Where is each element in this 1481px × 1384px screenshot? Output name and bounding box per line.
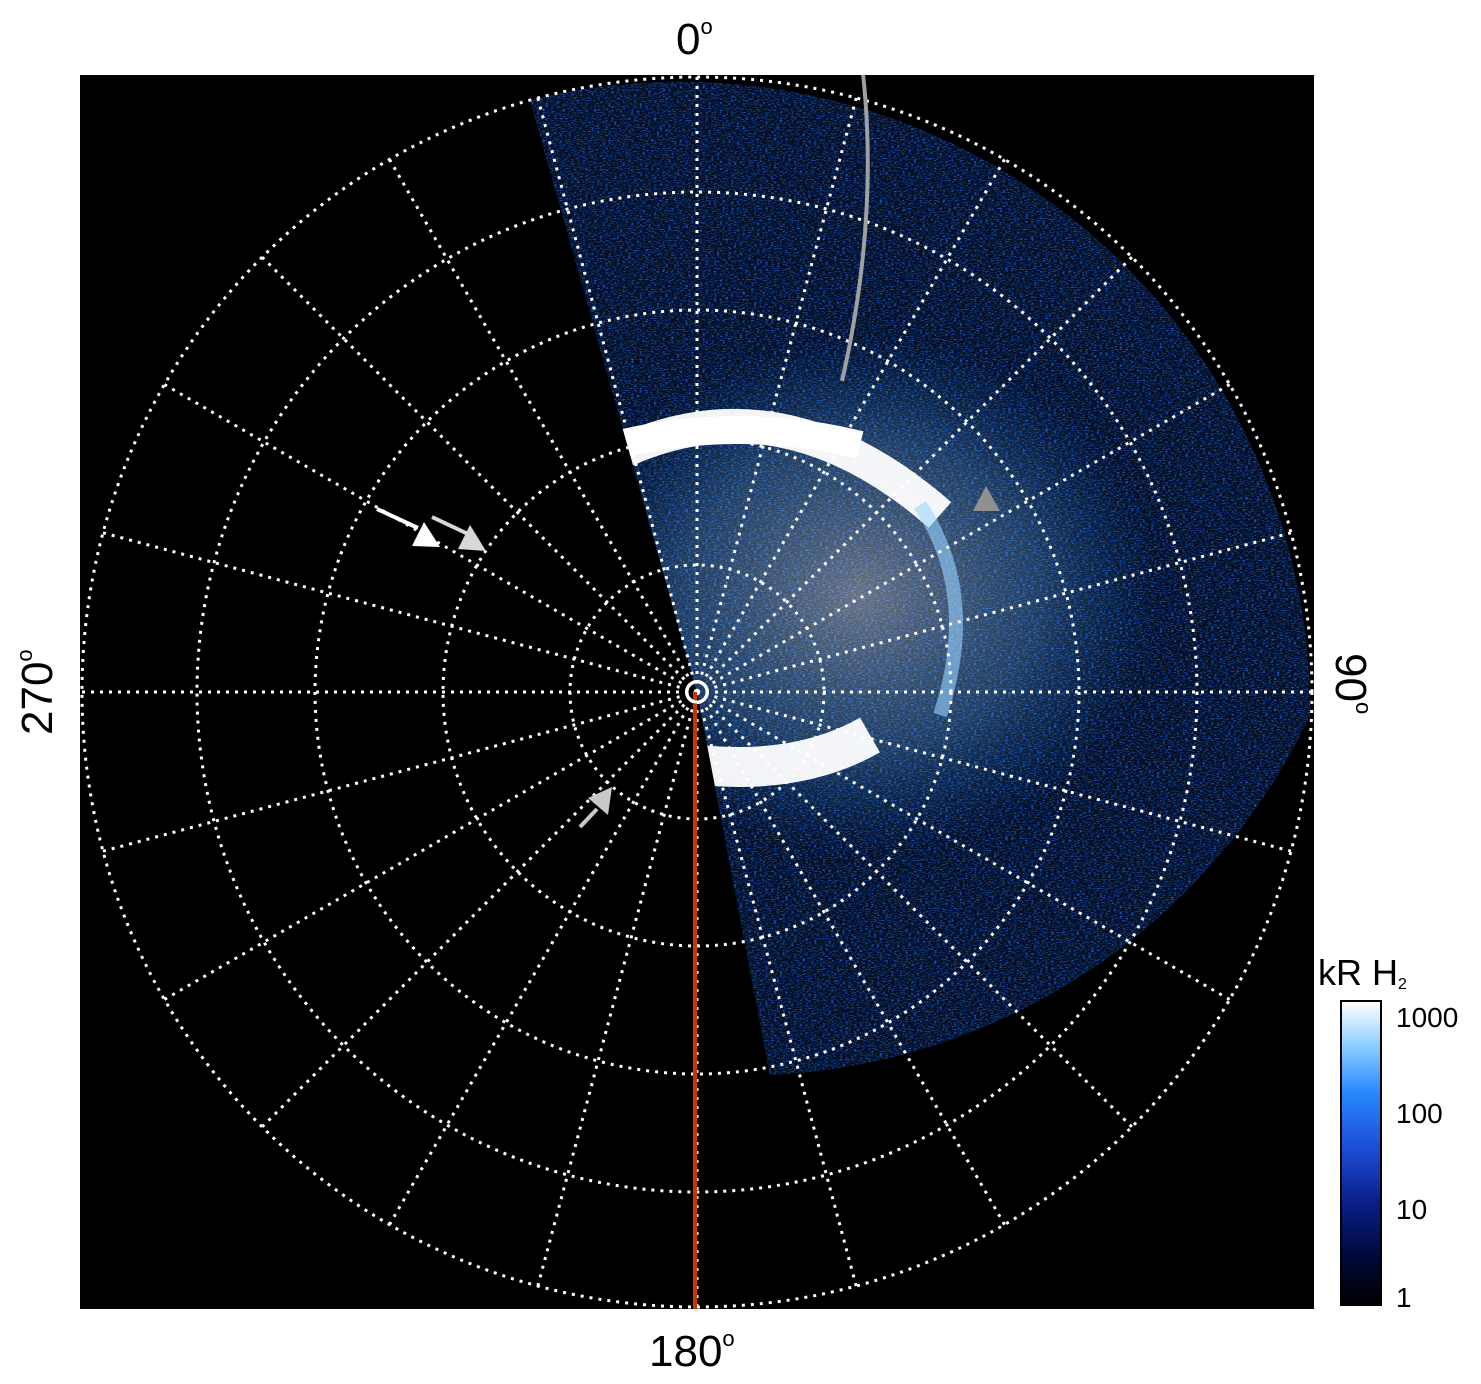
meridian-150 (695, 691, 1006, 1226)
meridian-lines (82, 77, 1312, 1307)
meridian-135 (695, 690, 1133, 1128)
longitude-label-270: 270o (12, 649, 62, 735)
longitude-label-90: 90o (1326, 653, 1376, 715)
meridian-45 (695, 256, 1133, 694)
meridian-255 (102, 690, 698, 853)
meridian-15 (695, 97, 858, 693)
longitude-label-180: 180o (649, 1326, 735, 1376)
colorbar-title: kR H2 (1318, 952, 1407, 993)
pole-marker (685, 680, 709, 704)
colorbar-tick-1: 1 (1396, 1282, 1412, 1313)
longitude-label-0: 0o (676, 14, 713, 64)
polar-projection-plot (80, 75, 1314, 1309)
meridian-75 (696, 531, 1292, 694)
meridian-240 (163, 690, 698, 1001)
colorbar-tick-10: 10 (1396, 1194, 1428, 1225)
meridian-165 (695, 691, 858, 1287)
meridian-315 (261, 256, 699, 694)
arrow-white (376, 507, 440, 547)
meridian-30 (695, 158, 1006, 693)
gray-arc (840, 75, 870, 382)
meridian-225 (261, 690, 699, 1128)
polar-map-svg (80, 75, 1314, 1309)
meridian-330 (388, 158, 699, 693)
meridian-120 (696, 690, 1231, 1001)
meridian-345 (536, 97, 699, 693)
meridian-195 (536, 691, 699, 1287)
colorbar (1340, 1000, 1382, 1306)
gray-triangle (973, 486, 1000, 511)
meridian-210 (388, 691, 699, 1226)
colorbar-tick-100: 100 (1396, 1098, 1443, 1129)
colorbar-tick-1000: 1000 (1396, 1002, 1459, 1033)
arrow-gray-lower (578, 787, 612, 829)
meridian-285 (102, 531, 698, 694)
meridian-60 (696, 383, 1231, 694)
meridian-105 (696, 690, 1292, 853)
arrow-lightgray (431, 515, 486, 551)
